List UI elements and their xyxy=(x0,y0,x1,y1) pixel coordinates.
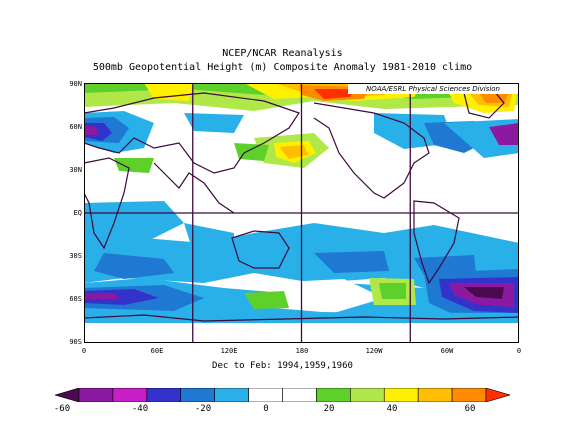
lon-label: 0 xyxy=(81,347,87,355)
map-frame xyxy=(84,83,519,343)
colorbar-label: -20 xyxy=(194,404,212,414)
colorbar-label: 20 xyxy=(323,404,335,414)
lon-label: 180 xyxy=(295,347,309,355)
colorbar-cap-low xyxy=(55,388,80,402)
colorbar-label: 40 xyxy=(386,404,398,414)
lat-label: 90S xyxy=(69,338,82,346)
title-line-1: NCEP/NCAR Reanalysis xyxy=(222,48,343,59)
lon-label: 0 xyxy=(516,347,522,355)
credit-label: NOAA/ESRL Physical Sciences Division xyxy=(348,84,518,94)
lat-label: 30N xyxy=(69,166,82,174)
colorbar-swatch xyxy=(248,388,283,402)
colorbar-label: -40 xyxy=(131,404,149,414)
lat-label: EQ xyxy=(73,209,82,217)
colorbar-swatch xyxy=(282,388,317,402)
colorbar-label: 60 xyxy=(464,404,476,414)
colorbar xyxy=(55,388,510,402)
lon-label: 60E xyxy=(150,347,164,355)
title-line-2: 500mb Geopotential Height (m) Composite … xyxy=(92,62,473,73)
colorbar-swatch xyxy=(180,388,215,402)
colorbar-swatch xyxy=(417,388,453,402)
colorbar-swatch xyxy=(146,388,182,402)
lat-label: 90N xyxy=(69,80,82,88)
lon-label: 120E xyxy=(220,347,238,355)
lat-label: 30S xyxy=(69,252,82,260)
graticule xyxy=(84,83,519,343)
colorbar-swatch xyxy=(316,388,351,402)
colorbar-label: -60 xyxy=(53,404,71,414)
lat-label: 60S xyxy=(69,295,82,303)
colorbar-swatch xyxy=(383,388,419,402)
lon-label: 120W xyxy=(365,347,383,355)
date-subtitle: Dec to Feb: 1994,1959,1960 xyxy=(212,361,353,371)
colorbar-swatch xyxy=(350,388,385,402)
coastlines xyxy=(84,90,519,322)
lat-label: 60N xyxy=(69,123,82,131)
colorbar-swatch xyxy=(112,388,148,402)
colorbar-swatch xyxy=(451,388,487,402)
colorbar-swatch xyxy=(214,388,249,402)
colorbar-cap-high xyxy=(485,388,510,402)
anomaly-map xyxy=(84,83,519,343)
lon-label: 60W xyxy=(440,347,454,355)
colorbar-label: 0 xyxy=(263,404,269,414)
colorbar-swatch xyxy=(78,388,114,402)
